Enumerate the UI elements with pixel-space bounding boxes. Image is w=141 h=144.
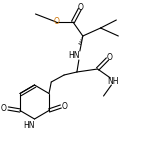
Text: O: O (106, 54, 112, 62)
Text: O: O (0, 104, 6, 113)
Text: HN: HN (68, 52, 80, 60)
Text: HN: HN (23, 122, 34, 130)
Text: O: O (78, 3, 84, 13)
Text: O: O (62, 102, 68, 111)
Text: NH: NH (108, 77, 119, 87)
Text: O: O (53, 18, 59, 26)
